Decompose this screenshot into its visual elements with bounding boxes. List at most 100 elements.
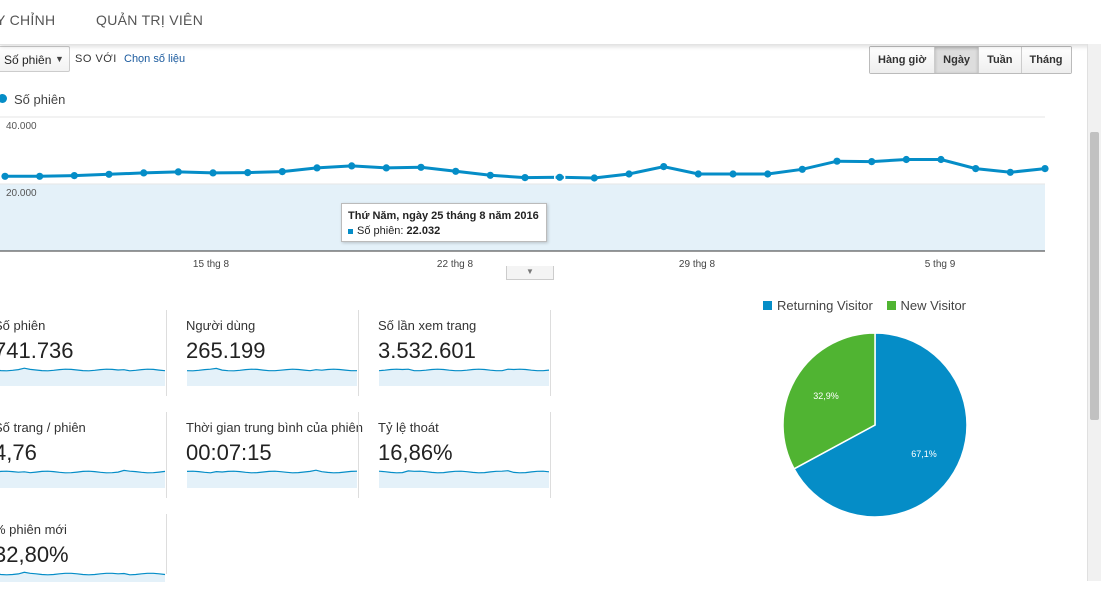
metric-value: 32,80% xyxy=(0,542,69,567)
period-hourly-button[interactable]: Hàng giờ xyxy=(870,47,936,73)
data-point xyxy=(278,168,286,176)
line-chart[interactable]: 40.000 20.000 15 thg 8 22 thg 8 29 thg 8… xyxy=(0,108,1080,272)
metric-tile-bounce-rate[interactable]: Tỷ lệ thoát 16,86% xyxy=(378,412,556,502)
tooltip-series-label: Số phiên: xyxy=(357,225,404,237)
metric-sparkline xyxy=(0,571,166,582)
x-tick-label: 29 thg 8 xyxy=(679,259,716,270)
data-point xyxy=(140,169,148,177)
metric-select-value: Số phiên xyxy=(4,53,52,67)
period-toggle-group: Hàng giờ Ngày Tuần Tháng xyxy=(869,46,1072,74)
metric-tile-sessions[interactable]: Số phiên 741.736 xyxy=(0,310,172,400)
metric-tile-pages-per-session[interactable]: Số trang / phiên 4,76 xyxy=(0,412,172,502)
tab-customization[interactable]: Y CHỈNH xyxy=(0,12,56,28)
data-point xyxy=(764,170,772,178)
sparkline-line xyxy=(186,367,357,372)
period-month-button[interactable]: Tháng xyxy=(1021,47,1071,73)
series-swatch-icon xyxy=(348,228,353,234)
tile-divider xyxy=(166,412,167,498)
page-scrollbar[interactable] xyxy=(1087,44,1101,581)
pie-legend-item[interactable]: New Visitor xyxy=(886,298,966,313)
data-point xyxy=(348,162,356,170)
data-point xyxy=(902,155,910,164)
data-point xyxy=(209,169,217,177)
metric-value: 4,76 xyxy=(0,440,37,465)
scrollbar-thumb[interactable] xyxy=(1090,132,1099,420)
metric-tile-avg-session-duration[interactable]: Thời gian trung bình của phiên 00:07:15 xyxy=(186,412,364,502)
pie-legend-label: Returning Visitor xyxy=(777,298,873,313)
data-point xyxy=(36,172,44,180)
metric-label: Tỷ lệ thoát xyxy=(378,420,439,435)
metric-label: Người dùng xyxy=(186,318,256,333)
pie-legend: Returning Visitor New Visitor xyxy=(763,298,976,313)
sparkline-area xyxy=(187,470,357,488)
data-point xyxy=(452,167,460,175)
y-tick-label: 20.000 xyxy=(6,188,37,199)
data-point xyxy=(244,169,252,177)
hover-point-ring xyxy=(553,171,566,184)
tab-admin[interactable]: QUẢN TRỊ VIÊN xyxy=(96,12,204,28)
data-point xyxy=(972,165,980,173)
data-point xyxy=(660,163,668,171)
data-point xyxy=(70,172,78,180)
y-tick-label: 40.000 xyxy=(6,121,37,132)
sparkline-area xyxy=(379,470,549,488)
data-point xyxy=(382,164,390,172)
compare-label: so với xyxy=(75,53,117,65)
metric-sparkline xyxy=(0,367,166,386)
metric-sparkline xyxy=(186,469,358,488)
tooltip-value: 22.032 xyxy=(406,225,441,237)
metric-sparkline xyxy=(378,368,550,386)
sparkline-line xyxy=(0,367,166,372)
pick-metric-link[interactable]: Chọn số liệu xyxy=(124,53,186,65)
sparkline-line xyxy=(378,368,550,372)
series-legend-dot xyxy=(0,94,7,103)
tile-divider xyxy=(550,412,551,498)
data-point xyxy=(105,170,113,178)
data-point xyxy=(521,174,529,182)
metric-tile-new-sessions[interactable]: % phiên mới 32,80% xyxy=(0,514,172,604)
data-point xyxy=(1,172,9,180)
sparkline-area xyxy=(379,369,549,386)
data-point xyxy=(313,164,321,172)
data-point xyxy=(1041,165,1049,173)
metric-tile-users[interactable]: Người dùng 265.199 xyxy=(186,310,364,400)
data-point xyxy=(417,163,425,171)
metric-label: Số trang / phiên xyxy=(0,420,86,435)
data-point xyxy=(798,165,806,173)
pie-legend-item[interactable]: Returning Visitor xyxy=(763,298,873,313)
data-point xyxy=(729,170,737,178)
metric-tile-pageviews[interactable]: Số lần xem trang 3.532.601 xyxy=(378,310,556,400)
pie-chart[interactable]: 67,1% 32,9% xyxy=(780,330,970,520)
sparkline-line xyxy=(186,469,358,474)
period-day-button[interactable]: Ngày xyxy=(935,47,980,73)
data-point xyxy=(590,174,598,182)
sparkline-area xyxy=(0,470,165,488)
chart-collapse-handle[interactable]: ▼ xyxy=(506,266,554,280)
data-point xyxy=(486,171,494,179)
metric-sparkline xyxy=(378,470,550,488)
metric-value: 265.199 xyxy=(186,338,266,363)
tooltip-row: Số phiên: 22.032 xyxy=(348,225,440,237)
metric-select[interactable]: Số phiên ▼ xyxy=(0,46,70,72)
period-week-button[interactable]: Tuần xyxy=(979,47,1022,73)
chevron-down-icon: ▼ xyxy=(526,267,534,276)
pie-slice xyxy=(782,332,876,470)
data-point xyxy=(868,158,876,166)
tile-divider xyxy=(166,514,167,574)
pie-slice xyxy=(793,332,968,518)
metric-label: % phiên mới xyxy=(0,522,67,537)
x-tick-label: 5 thg 9 xyxy=(925,259,956,270)
metric-label: Số phiên xyxy=(0,318,46,333)
metric-sparkline xyxy=(0,469,166,488)
legend-swatch-icon xyxy=(763,301,772,310)
metric-value: 16,86% xyxy=(378,440,453,465)
data-point xyxy=(833,157,841,165)
series-legend-label: Số phiên xyxy=(14,92,66,107)
tile-divider xyxy=(166,310,167,396)
top-navigation: Y CHỈNH QUẢN TRỊ VIÊN xyxy=(0,0,1101,45)
pie-slice-label: 67,1% xyxy=(911,449,937,459)
legend-swatch-icon xyxy=(886,301,896,310)
tooltip-title: Thứ Năm, ngày 25 tháng 8 năm 2016 xyxy=(348,210,539,222)
data-point xyxy=(625,170,633,178)
chart-tooltip: Thứ Năm, ngày 25 tháng 8 năm 2016 Số phi… xyxy=(341,203,547,242)
